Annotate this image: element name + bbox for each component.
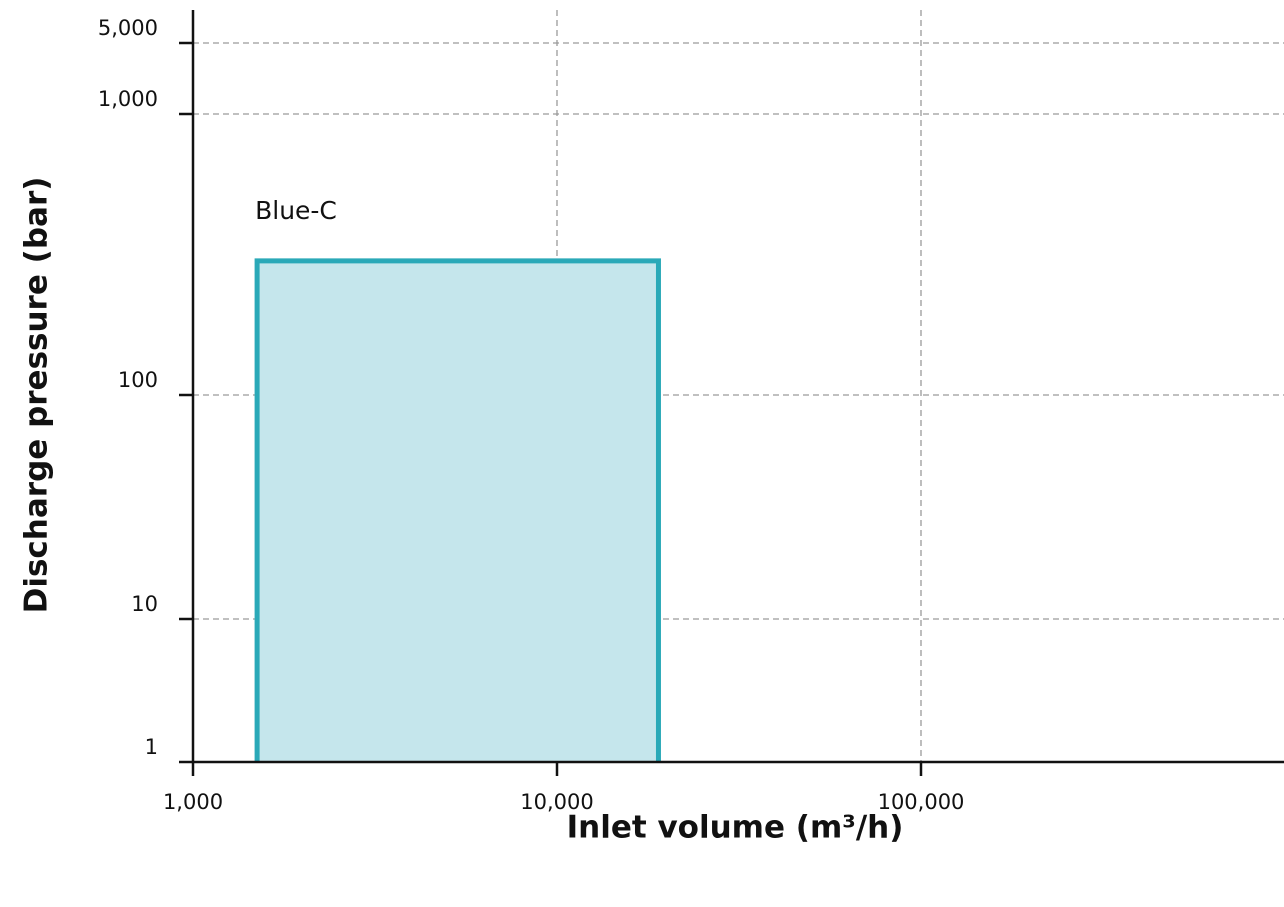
y-axis-title: Discharge pressure (bar): [19, 177, 55, 614]
region-label: Blue-C: [255, 196, 337, 225]
axes: [191, 10, 1284, 764]
x-tick-label: 1,000: [163, 790, 223, 814]
y-tick-label: 1: [145, 735, 158, 759]
x-tick-label: 10,000: [520, 790, 593, 814]
x-axis-title: Inlet volume (m³/h): [567, 809, 904, 845]
y-tick-label: 10: [131, 592, 158, 616]
x-tick-label: 100,000: [878, 790, 965, 814]
region-fill: [257, 260, 659, 762]
y-tick-label: 1,000: [98, 87, 158, 111]
y-tick-label: 5,000: [98, 16, 158, 40]
regions: Blue-C: [254, 196, 661, 762]
y-tick-label: 100: [118, 368, 158, 392]
ticks: 1,000 10,000 100,000 1 10 100 1,000 5,000: [98, 16, 965, 814]
region-outline: [254, 258, 661, 762]
